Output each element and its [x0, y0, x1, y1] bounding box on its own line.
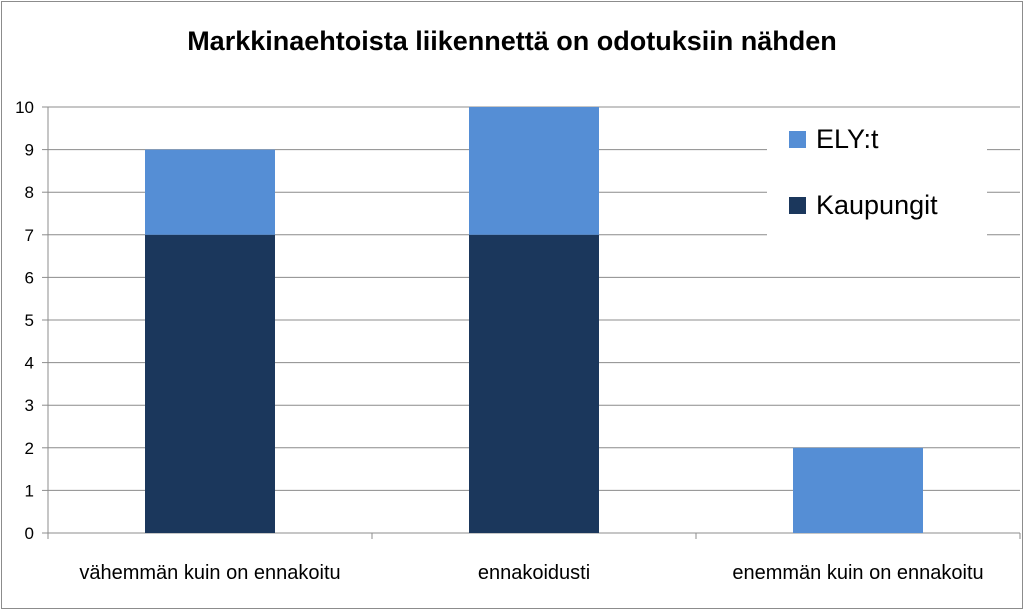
bar-kaupungit — [469, 234, 599, 534]
x-tick-label: ennakoidusti — [478, 562, 590, 584]
y-tick-label: 8 — [25, 183, 34, 202]
legend-item-kaupungit: Kaupungit — [789, 190, 938, 221]
y-tick-label: 0 — [25, 524, 34, 543]
x-tick-label: enemmän kuin on ennakoitu — [732, 562, 983, 584]
x-tick-label: vähemmän kuin on ennakoitu — [79, 562, 340, 584]
y-tick-label: 7 — [25, 226, 34, 245]
y-tick-label: 1 — [25, 481, 34, 500]
bar-ely — [793, 447, 923, 533]
y-tick-label: 2 — [25, 439, 34, 458]
legend: ELY:t Kaupungit — [767, 110, 987, 250]
y-tick-label: 10 — [15, 98, 34, 117]
legend-item-ely: ELY:t — [789, 124, 879, 155]
legend-label-kaupungit: Kaupungit — [816, 190, 938, 220]
legend-label-ely: ELY:t — [816, 124, 879, 154]
legend-swatch-ely — [789, 131, 806, 148]
y-tick-label: 3 — [25, 396, 34, 415]
chart-title: Markkinaehtoista liikennettä on odotuksi… — [187, 26, 837, 56]
bar-ely — [469, 107, 599, 235]
legend-swatch-kaupungit — [789, 197, 806, 214]
bar-ely — [145, 149, 275, 235]
y-tick-label: 4 — [25, 354, 34, 373]
y-tick-label: 9 — [25, 141, 34, 160]
bar-kaupungit — [145, 234, 275, 534]
y-tick-label: 5 — [25, 311, 34, 330]
y-tick-label: 6 — [25, 268, 34, 287]
